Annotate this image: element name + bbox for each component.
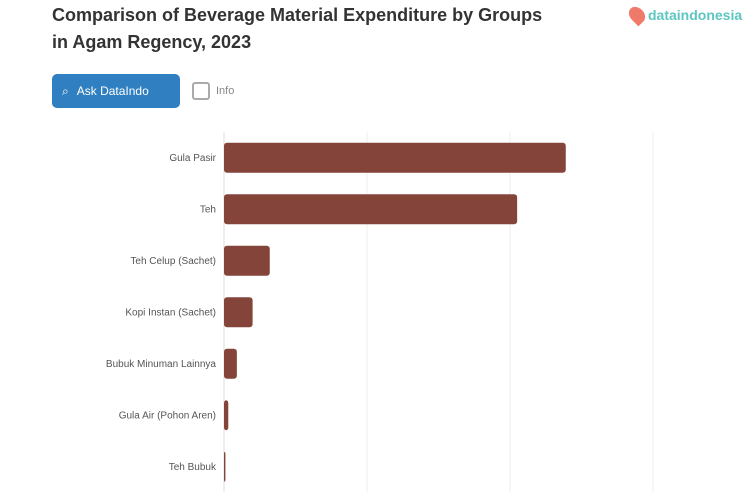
bar [224, 400, 229, 431]
secondary-button-label: Info [216, 85, 235, 97]
primary-button-label: Ask DataIndo [76, 84, 149, 98]
secondary-button[interactable]: Info [192, 76, 234, 106]
bar [224, 245, 270, 276]
category-label: Gula Air (Pohon Aren) [119, 410, 216, 421]
bar [224, 297, 253, 328]
bar [224, 142, 566, 173]
document-icon [192, 82, 210, 100]
category-label: Bubuk Minuman Lainnya [106, 359, 217, 370]
category-label: Teh Bubuk [169, 462, 217, 473]
chart-title: Comparison of Beverage Material Expendit… [52, 5, 543, 52]
logo-text: dataindonesia [648, 7, 743, 23]
logo[interactable]: dataindonesia [625, 3, 743, 27]
bar [224, 194, 518, 225]
category-label: Kopi Instan (Sachet) [125, 307, 216, 318]
category-label: Teh Celup (Sachet) [130, 256, 216, 267]
category-label: Gula Pasir [169, 153, 216, 164]
search-icon: ⌕ [62, 83, 69, 98]
primary-button[interactable]: ⌕ Ask DataIndo [52, 74, 180, 108]
bar [224, 451, 226, 482]
bar [224, 348, 237, 379]
category-label: Teh [200, 204, 216, 215]
